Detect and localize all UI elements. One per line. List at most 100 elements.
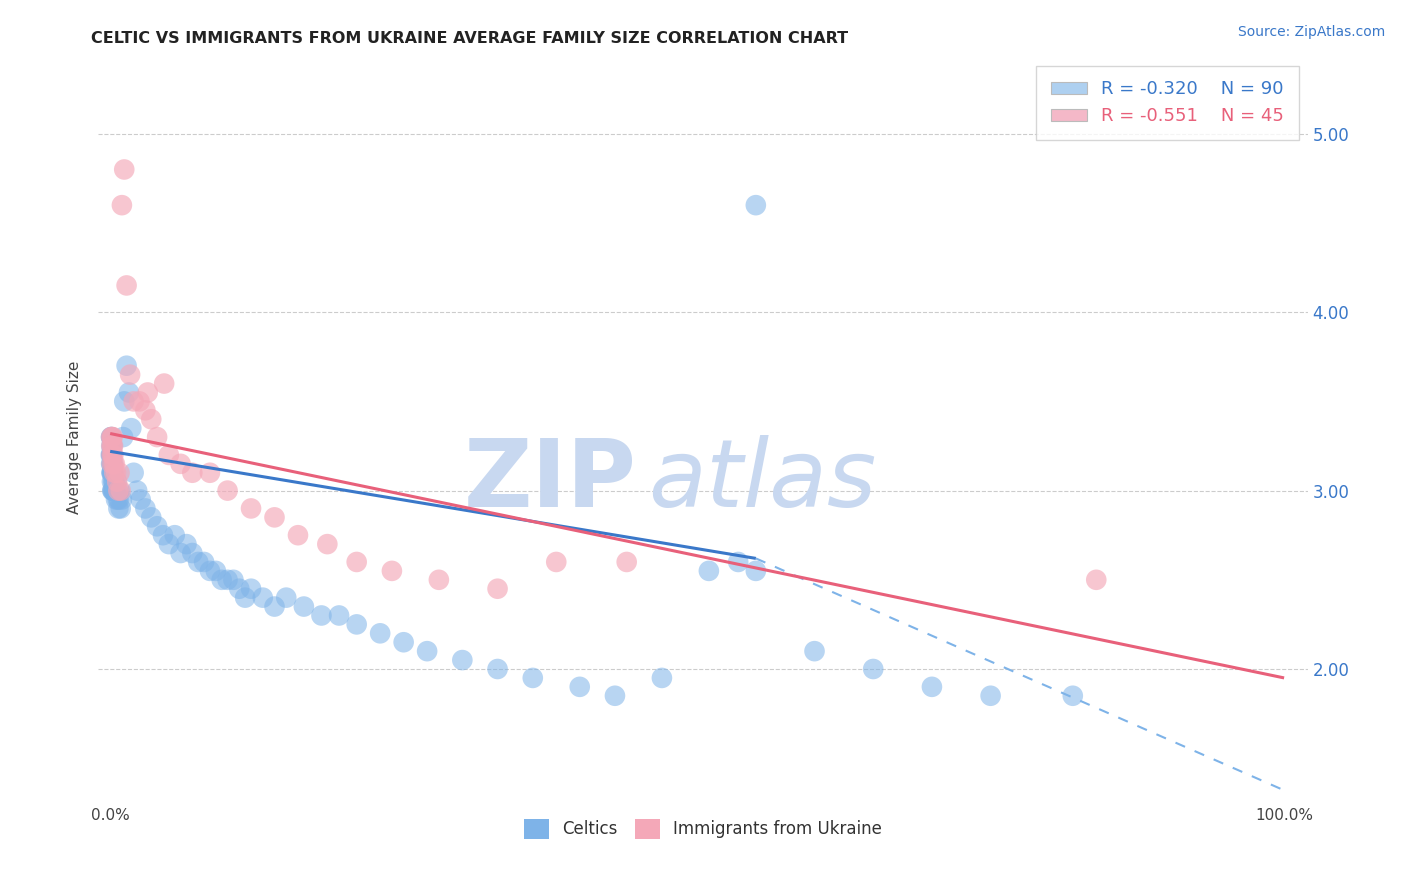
Point bbox=[110, 483, 132, 498]
Point bbox=[103, 475, 125, 489]
Point bbox=[276, 591, 298, 605]
Point bbox=[176, 537, 198, 551]
Point bbox=[100, 457, 122, 471]
Point bbox=[101, 483, 124, 498]
Point bbox=[980, 689, 1002, 703]
Text: CELTIC VS IMMIGRANTS FROM UKRAINE AVERAGE FAMILY SIZE CORRELATION CHART: CELTIC VS IMMIGRANTS FROM UKRAINE AVERAG… bbox=[91, 31, 848, 46]
Text: atlas: atlas bbox=[648, 435, 877, 526]
Point bbox=[101, 448, 124, 462]
Point bbox=[100, 430, 122, 444]
Point bbox=[427, 573, 450, 587]
Point bbox=[108, 492, 131, 507]
Point bbox=[240, 582, 263, 596]
Point bbox=[233, 591, 256, 605]
Point bbox=[204, 564, 226, 578]
Point bbox=[603, 689, 626, 703]
Point bbox=[103, 483, 125, 498]
Point bbox=[240, 501, 263, 516]
Point bbox=[103, 466, 125, 480]
Point bbox=[112, 162, 135, 177]
Point bbox=[153, 376, 176, 391]
Point bbox=[1085, 573, 1108, 587]
Point bbox=[101, 448, 124, 462]
Point bbox=[263, 510, 285, 524]
Point bbox=[921, 680, 943, 694]
Point bbox=[169, 457, 191, 471]
Point bbox=[108, 466, 131, 480]
Point bbox=[1062, 689, 1084, 703]
Point bbox=[101, 466, 124, 480]
Point bbox=[101, 457, 124, 471]
Point bbox=[120, 368, 142, 382]
Point bbox=[451, 653, 474, 667]
Point bbox=[136, 385, 159, 400]
Point bbox=[157, 448, 180, 462]
Point bbox=[115, 278, 138, 293]
Point bbox=[100, 448, 122, 462]
Point bbox=[141, 510, 163, 524]
Point bbox=[101, 457, 124, 471]
Point bbox=[616, 555, 638, 569]
Point bbox=[546, 555, 568, 569]
Point bbox=[146, 430, 169, 444]
Point bbox=[105, 466, 128, 480]
Point bbox=[568, 680, 591, 694]
Point bbox=[112, 394, 135, 409]
Point bbox=[157, 537, 180, 551]
Point bbox=[104, 475, 127, 489]
Legend: Celtics, Immigrants from Ukraine: Celtics, Immigrants from Ukraine bbox=[517, 812, 889, 846]
Point bbox=[134, 403, 156, 417]
Point bbox=[101, 466, 124, 480]
Point bbox=[198, 564, 221, 578]
Point bbox=[100, 448, 122, 462]
Point bbox=[108, 483, 131, 498]
Point bbox=[181, 546, 204, 560]
Point bbox=[101, 466, 124, 480]
Point bbox=[368, 626, 391, 640]
Point bbox=[107, 483, 129, 498]
Point bbox=[122, 394, 145, 409]
Point bbox=[103, 483, 125, 498]
Point bbox=[486, 662, 509, 676]
Point bbox=[101, 439, 124, 453]
Y-axis label: Average Family Size: Average Family Size bbox=[67, 360, 83, 514]
Point bbox=[104, 483, 127, 498]
Point bbox=[110, 501, 132, 516]
Point bbox=[745, 564, 768, 578]
Point bbox=[416, 644, 439, 658]
Point bbox=[181, 466, 204, 480]
Point bbox=[169, 546, 191, 560]
Point bbox=[141, 412, 163, 426]
Point bbox=[111, 198, 134, 212]
Point bbox=[263, 599, 285, 614]
Point bbox=[346, 555, 368, 569]
Point bbox=[107, 492, 129, 507]
Point bbox=[311, 608, 333, 623]
Point bbox=[100, 448, 122, 462]
Point bbox=[193, 555, 215, 569]
Point bbox=[316, 537, 339, 551]
Point bbox=[107, 501, 129, 516]
Point bbox=[287, 528, 309, 542]
Point bbox=[651, 671, 673, 685]
Point bbox=[862, 662, 884, 676]
Point bbox=[104, 457, 127, 471]
Point bbox=[803, 644, 825, 658]
Point bbox=[127, 483, 149, 498]
Point bbox=[105, 492, 128, 507]
Point bbox=[217, 573, 239, 587]
Point bbox=[134, 501, 156, 516]
Point bbox=[163, 528, 186, 542]
Point bbox=[228, 582, 250, 596]
Point bbox=[111, 492, 134, 507]
Point bbox=[328, 608, 350, 623]
Point bbox=[103, 466, 125, 480]
Point bbox=[101, 466, 124, 480]
Point bbox=[101, 430, 124, 444]
Point bbox=[100, 439, 122, 453]
Point bbox=[100, 439, 122, 453]
Point bbox=[103, 457, 125, 471]
Point bbox=[122, 466, 145, 480]
Point bbox=[101, 430, 124, 444]
Point bbox=[381, 564, 404, 578]
